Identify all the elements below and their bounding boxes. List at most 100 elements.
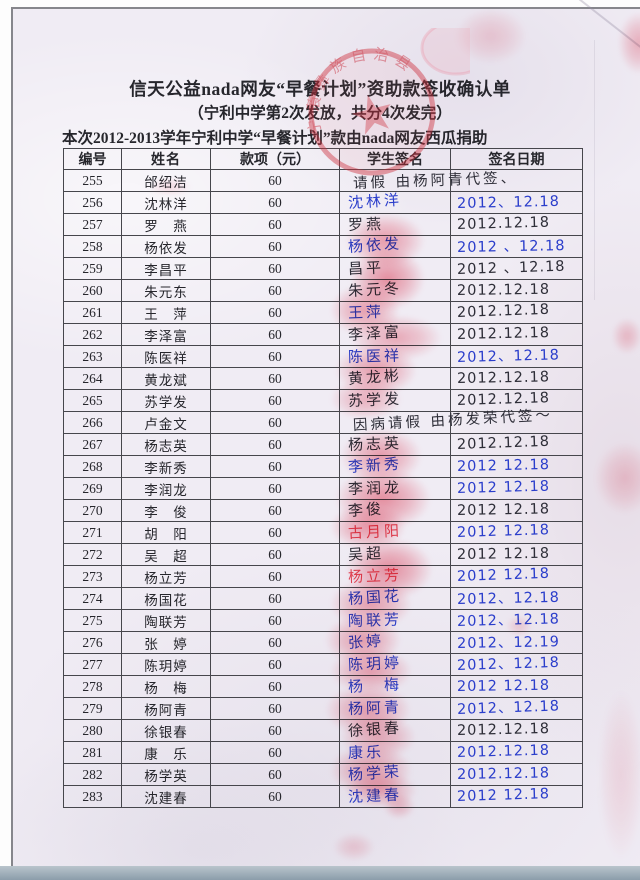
date-cell: 2012.12.18 [450, 719, 583, 742]
table-row: 257 罗 燕 60 罗燕 2012.12.18 [63, 213, 583, 236]
table-row: 278 杨 梅 60 杨 梅 2012 12.18 [63, 675, 583, 698]
row-number-cell: 272 [63, 543, 122, 566]
date-cell: 2012 12.18 [450, 565, 583, 588]
document-title: 信天公益nada网友“早餐计划”资助款签收确认单 [129, 79, 511, 99]
handwritten-signature: 陈医祥 [347, 346, 403, 366]
handwritten-date: 2012、12.18 [456, 654, 561, 674]
handwritten-signature: 杨阿青 [347, 698, 403, 718]
student-name-cell: 杨志英 [121, 433, 211, 456]
header-amount: 款项（元） [210, 148, 340, 170]
table-row: 262 李泽富 60 李泽富 2012.12.18 [63, 322, 583, 346]
row-number-cell: 257 [63, 213, 122, 236]
row-number-cell: 267 [63, 433, 122, 456]
signature-cell: 苏学发 [339, 389, 451, 412]
amount-cell: 60 [210, 191, 340, 214]
signature-cell: 徐银春 [339, 718, 451, 742]
row-number-cell: 276 [63, 631, 122, 654]
signature-cell: 黄龙彬 [339, 366, 451, 390]
handwritten-signature: 李俊 [347, 499, 385, 520]
student-name-cell: 黄龙斌 [121, 367, 211, 390]
date-cell: 2012.12.18 [450, 301, 583, 324]
table-row: 259 李昌平 60 昌平 2012 、12.18 [63, 257, 583, 280]
amount-cell: 60 [210, 367, 340, 390]
date-cell: 2012 12.18 [450, 543, 583, 566]
table-row: 271 胡 阳 60 古月阳 2012 12.18 [63, 521, 583, 544]
row-number-cell: 255 [63, 169, 122, 192]
handwritten-signature: 徐银春 [347, 718, 403, 740]
amount-cell: 60 [210, 697, 340, 720]
table-row: 258 杨依发 60 杨依发 2012 、12.18 [63, 234, 583, 258]
amount-cell: 60 [210, 521, 340, 544]
student-name-cell: 陈玥婷 [121, 653, 211, 676]
handwritten-date: 2012、12.18 [456, 193, 561, 212]
handwritten-signature: 张婷 [347, 631, 385, 652]
amount-cell: 60 [210, 719, 340, 742]
handwritten-date: 2012.12.18 [456, 742, 551, 761]
amount-cell: 60 [210, 741, 340, 764]
header-student-signature: 学生签名 [339, 148, 451, 170]
student-name-cell: 陈医祥 [121, 345, 211, 368]
amount-cell: 60 [210, 323, 340, 346]
signature-cell: 因病请假 由杨发荣代签～ [339, 408, 553, 434]
handwritten-signature: 杨国花 [347, 586, 403, 608]
date-cell: 2012 12.18 [450, 455, 583, 478]
document-subtitle: （宁利中学第2次发放，共分4次发完） [188, 105, 452, 122]
amount-cell: 60 [210, 763, 340, 786]
row-number-cell: 266 [63, 411, 122, 434]
row-number-cell: 256 [63, 191, 122, 214]
row-number-cell: 259 [63, 257, 122, 280]
student-name-cell: 杨阿青 [121, 697, 211, 720]
table-row: 261 王 萍 60 王萍 2012.12.18 [63, 301, 583, 324]
handwritten-signature: 吴超 [347, 544, 385, 564]
amount-cell: 60 [210, 169, 340, 192]
row-number-cell: 268 [63, 455, 122, 478]
student-name-cell: 苏学发 [121, 389, 211, 412]
signature-cell: 杨 梅 [339, 675, 451, 698]
student-name-cell: 胡 阳 [121, 521, 211, 544]
signature-cell: 沈建春 [339, 785, 451, 808]
amount-cell: 60 [210, 609, 340, 632]
donation-note-line: 本次2012-2013学年宁利中学“早餐计划”款由nada网友西瓜捐助 [62, 130, 488, 147]
handwritten-signature: 李润龙 [347, 478, 403, 498]
signature-cell: 吴超 [339, 543, 451, 566]
handwritten-signature: 杨依发 [347, 234, 403, 256]
row-number-cell: 261 [63, 301, 122, 324]
handwritten-date: 2012.12.18 [456, 433, 551, 453]
handwritten-date: 2012.12.18 [456, 764, 551, 783]
table-row: 269 李润龙 60 李润龙 2012 12.18 [63, 477, 583, 500]
date-cell: 2012 、12.18 [450, 257, 583, 280]
handwritten-signature: 陶联芳 [347, 610, 403, 630]
student-name-cell: 罗 燕 [121, 213, 211, 236]
row-number-cell: 258 [63, 235, 122, 258]
handwritten-signature: 王萍 [347, 302, 385, 322]
handwritten-signature: 杨学荣 [347, 762, 403, 784]
student-name-cell: 李泽富 [121, 323, 211, 346]
date-cell: 2012.12.18 [450, 213, 583, 236]
handwritten-signature: 李泽富 [347, 322, 403, 344]
date-cell: 2012.12.18 [450, 367, 583, 390]
amount-cell: 60 [210, 543, 340, 566]
signature-cell: 杨学荣 [339, 762, 451, 786]
table-row: 263 陈医祥 60 陈医祥 2012、12.18 [63, 345, 583, 368]
table-row: 281 康 乐 60 康乐 2012.12.18 [63, 741, 583, 764]
handwritten-date: 2012 12.18 [456, 565, 551, 585]
amount-cell: 60 [210, 477, 340, 500]
row-number-cell: 275 [63, 609, 122, 632]
row-number-cell: 278 [63, 675, 122, 698]
handwritten-signature: 杨志英 [347, 434, 403, 454]
handwritten-signature: 陈玥婷 [347, 653, 403, 674]
handwritten-signature: 昌平 [347, 258, 385, 278]
table-row: 266 卢金文 60 因病请假 由杨发荣代签～ [63, 408, 583, 434]
student-name-cell: 张 婷 [121, 631, 211, 654]
handwritten-date: 2012.12.18 [456, 281, 551, 299]
signature-table: 编号 姓名 款项（元） 学生签名 签名日期 255 邰绍洁 60 请假 由杨阿青… [63, 148, 583, 808]
handwritten-date: 2012、12.18 [456, 611, 561, 630]
table-row: 272 吴 超 60 吴超 2012 12.18 [63, 543, 583, 566]
header-name: 姓名 [121, 148, 211, 170]
signature-cell: 杨依发 [339, 234, 451, 258]
handwritten-date: 2012 12.18 [456, 545, 551, 563]
student-name-cell: 朱元东 [121, 279, 211, 302]
student-name-cell: 李昌平 [121, 257, 211, 280]
signature-cell: 昌平 [339, 257, 451, 280]
date-cell: 2012 12.18 [450, 499, 583, 522]
